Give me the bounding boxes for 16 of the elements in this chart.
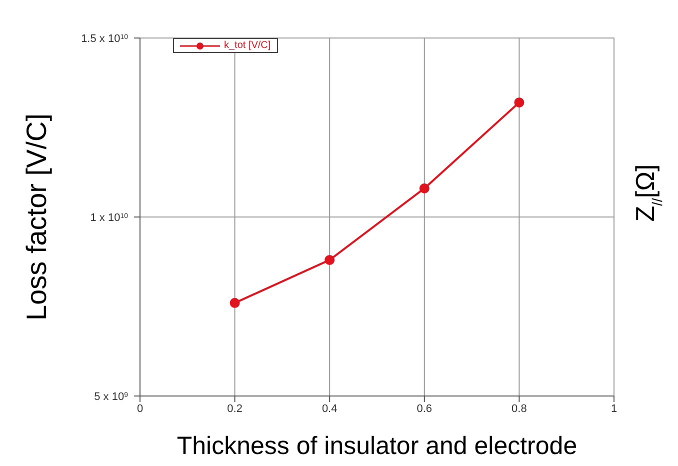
point <box>514 97 524 108</box>
point <box>419 183 430 194</box>
x-tick-label: 0.4 <box>322 402 338 415</box>
y-tick-label: 1 x 10$^{10}$ <box>90 212 128 224</box>
x-tick-label: 0.2 <box>227 402 242 415</box>
y-axis-title: Loss factor [V/C] <box>20 114 52 320</box>
x-tick-label: 0 <box>136 402 144 415</box>
point <box>324 254 335 265</box>
x-tick-label: 0.6 <box>416 402 432 415</box>
y-tick-label: 5 x 10$^{9}$ <box>94 391 128 403</box>
legend-label: k_tot [V/C] <box>224 40 271 51</box>
x-tick-label: 1 <box>610 402 618 415</box>
y-tick-label: 1.5 x 10$^{10}$ <box>81 33 128 45</box>
x-tick-label: 0.8 <box>512 402 527 415</box>
point <box>230 298 240 308</box>
x-axis-title: Thickness of insulator and electrode <box>176 432 578 460</box>
